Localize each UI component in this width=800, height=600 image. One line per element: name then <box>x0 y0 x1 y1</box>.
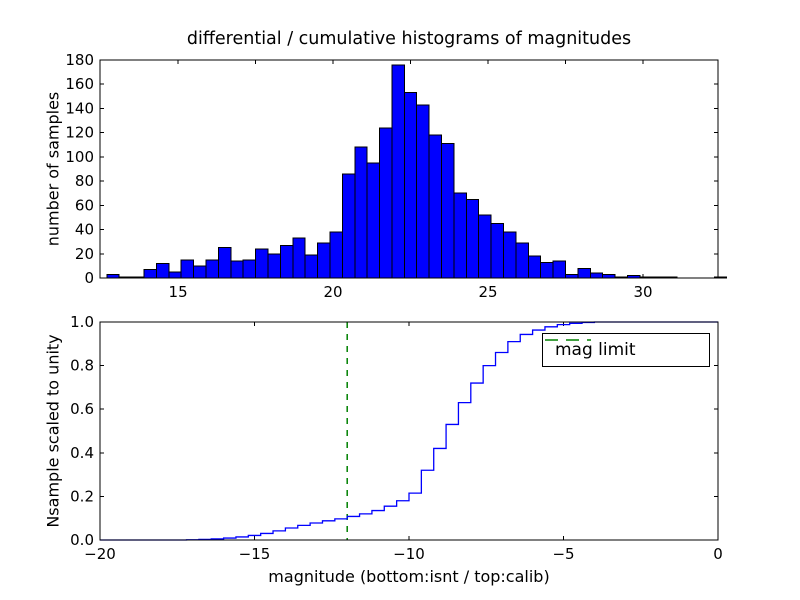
cumulative-step-curve <box>100 321 718 541</box>
histogram-bar <box>577 267 591 279</box>
histogram-bar <box>267 253 281 279</box>
histogram-bar <box>106 273 120 279</box>
top-axes-ytick-label: 180 <box>65 51 94 69</box>
top-axes-xtick-label: 20 <box>324 283 343 301</box>
histogram-bar <box>379 127 393 279</box>
bottom-axes-ytick-label: 0.4 <box>70 444 94 462</box>
top-axes-ytick-label: 120 <box>65 124 94 142</box>
histogram-bar <box>465 198 480 279</box>
bottom-axes: −20 −15 −10 −5 0 0.0 0.2 0.4 0.6 0.8 1.0 <box>70 313 723 563</box>
histogram-bar <box>341 173 356 279</box>
histogram-bar <box>168 271 182 279</box>
top-axes: 15 20 25 30 0 20 40 60 80 100 120 140 160 180 <box>65 51 728 301</box>
top-axes-xtick-label: 30 <box>633 283 652 301</box>
histogram-bar <box>180 259 195 279</box>
top-axes-ytick-label: 20 <box>75 245 94 263</box>
bottom-axes-ytick-label: 0.8 <box>70 357 94 375</box>
histogram-bar <box>428 134 443 279</box>
top-axes-ytick-label: 60 <box>75 196 94 214</box>
bottom-axes-xtick-label: −10 <box>393 545 425 563</box>
histogram-bar <box>602 273 616 279</box>
histogram-bar <box>565 273 579 279</box>
histogram-bar <box>589 272 604 279</box>
histogram-bar <box>255 248 269 279</box>
histogram-bar <box>552 260 567 279</box>
histogram-bar <box>242 259 257 279</box>
histogram-bar <box>527 255 542 279</box>
bottom-axes-xtick-label: 0 <box>713 545 723 563</box>
histogram-bar <box>441 143 455 279</box>
histogram-bar <box>391 64 405 279</box>
histogram-bar <box>403 92 418 279</box>
top-axes-ytick-label: 140 <box>65 99 94 117</box>
top-axes-ytick-label: 80 <box>75 172 94 190</box>
histogram-bar <box>713 276 728 279</box>
histogram-bar <box>155 262 170 279</box>
bottom-axes-ytick-label: 0.2 <box>70 487 94 505</box>
legend-dashed-line-sample <box>545 339 591 341</box>
top-axes-xtick-label: 25 <box>478 283 497 301</box>
histogram-bar <box>193 265 207 279</box>
top-axes-ytick-label: 40 <box>75 221 94 239</box>
histogram-bar <box>304 254 319 279</box>
bottom-axes-xtick-label: −15 <box>239 545 271 563</box>
histogram-bar <box>503 231 517 279</box>
top-axes-ytick-label: 160 <box>65 75 94 93</box>
top-axes-ytick-label: 0 <box>84 269 94 287</box>
histogram-bar <box>366 162 381 279</box>
histogram-bar <box>490 223 505 279</box>
histogram-bar <box>217 247 232 279</box>
top-axes-frame <box>99 59 719 279</box>
histogram-bar <box>205 259 219 279</box>
histogram-bar <box>279 244 294 279</box>
top-y-axis-label: number of samples <box>43 91 63 247</box>
histogram-bar <box>478 214 492 279</box>
histogram-bar <box>230 260 244 279</box>
histogram-bar <box>515 242 529 279</box>
histogram-bar <box>416 104 430 279</box>
histogram-bar <box>292 237 306 279</box>
histogram-bar <box>354 146 368 279</box>
bottom-x-axis-label: magnitude (bottom:isnt / top:calib) <box>268 567 550 586</box>
legend-label: mag limit <box>555 340 636 360</box>
top-axes-xtick-label: 15 <box>169 283 188 301</box>
bottom-axes-ytick-label: 0.0 <box>70 531 94 549</box>
histogram-bar <box>143 269 157 279</box>
histogram-bar <box>329 231 343 279</box>
bottom-axes-ytick-label: 1.0 <box>70 313 94 331</box>
top-axes-ytick-label: 100 <box>65 148 94 166</box>
bottom-axes-frame <box>99 321 719 541</box>
histogram-bar <box>453 192 467 279</box>
histogram-bar <box>317 242 331 279</box>
bottom-axes-xtick-label: −5 <box>552 545 574 563</box>
bottom-y-axis-label: Nsample scaled to unity <box>43 334 63 528</box>
bottom-axes-xtick-label: −20 <box>84 545 116 563</box>
histogram-bar <box>540 261 554 279</box>
figure-title: differential / cumulative histograms of … <box>186 29 632 49</box>
legend: mag limit <box>542 333 710 367</box>
bottom-axes-ytick-label: 0.6 <box>70 400 94 418</box>
